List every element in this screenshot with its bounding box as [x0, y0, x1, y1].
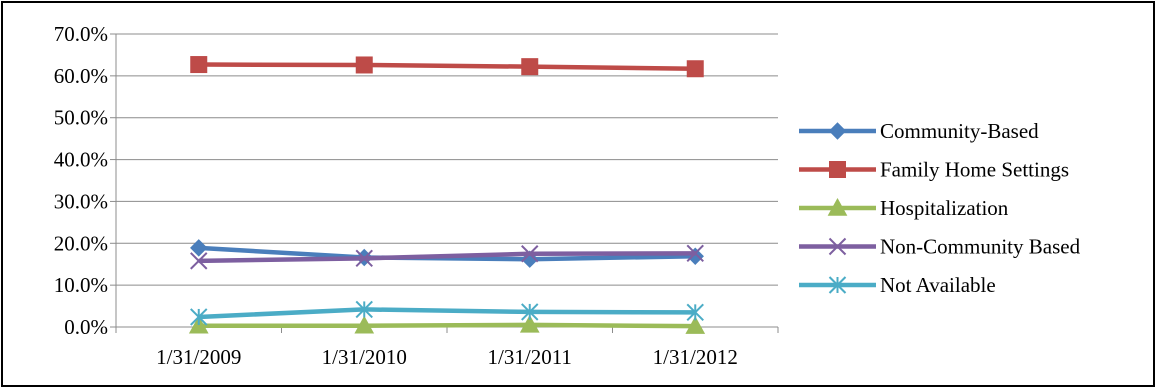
data-point-community-based: [190, 239, 208, 257]
data-point-non-community-based: [686, 244, 704, 263]
legend-marker-non-community-based-stroke: [828, 237, 847, 256]
legend-label-community-based: Community-Based: [880, 119, 1039, 143]
y-tick-label: 40.0%: [54, 148, 108, 172]
legend-item-non-community-based: Non-Community Based: [799, 235, 1081, 259]
data-point-non-community-based-stroke: [686, 244, 704, 263]
data-point-hospitalization: [354, 315, 375, 334]
data-point-non-community-based-stroke: [190, 252, 208, 270]
legend-label-hospitalization: Hospitalization: [880, 196, 1009, 220]
legend-marker-hospitalization: [827, 197, 848, 216]
x-tick-label: 1/31/2009: [156, 345, 241, 369]
series-line-not-available: [198, 307, 696, 320]
series-line-hospitalization: [198, 322, 696, 329]
y-tick-label: 20.0%: [54, 231, 108, 255]
gridlines: [116, 33, 778, 286]
axes: 0.0% 10.0% 20.0% 30.0% 40.0% 50.0% 60.0% 70.0% 1…: [54, 22, 779, 369]
legend-marker-non-community-based: [828, 237, 847, 256]
legend-item-family-home-settings: Family Home Settings: [799, 158, 1069, 182]
legend-marker-not-available: [828, 276, 847, 294]
y-tick-label: 0.0%: [64, 315, 108, 339]
data-point-not-available: [355, 300, 373, 319]
legend: Community-Based Family Home Settings Hospi…: [799, 119, 1081, 297]
data-point-hospitalization: [519, 314, 540, 333]
legend-marker-family-home-settings: [829, 161, 846, 178]
data-point-family-home-settings: [521, 58, 539, 76]
data-point-non-community-based-stroke: [521, 245, 539, 263]
legend-marker-community-based: [828, 122, 847, 140]
data-point-community-based: [686, 247, 704, 265]
legend-item-community-based: Community-Based: [799, 119, 1039, 143]
y-tick-label: 10.0%: [54, 273, 108, 297]
x-tick-label: 1/31/2012: [653, 345, 738, 369]
x-tick-label: 1/31/2011: [488, 345, 572, 369]
legend-label-not-available: Not Available: [880, 273, 996, 297]
series-line-family-home-settings: [198, 62, 696, 71]
data-point-family-home-settings: [355, 56, 373, 74]
data-point-family-home-settings: [190, 56, 208, 74]
legend-label-non-community-based: Non-Community Based: [880, 235, 1081, 259]
legend-item-hospitalization: Hospitalization: [799, 196, 1009, 220]
series-lines: [188, 56, 706, 334]
data-point-non-community-based: [355, 249, 373, 268]
data-point-not-available: [686, 303, 704, 322]
y-tick-label: 50.0%: [54, 106, 108, 130]
y-tick-label: 60.0%: [54, 64, 108, 88]
legend-item-not-available: Not Available: [799, 273, 996, 297]
x-tick-label: 1/31/2010: [322, 345, 407, 369]
data-point-non-community-based: [521, 245, 539, 263]
data-point-not-available: [190, 308, 208, 326]
data-point-non-community-based-stroke: [355, 249, 373, 268]
legend-label-family-home-settings: Family Home Settings: [880, 158, 1069, 182]
data-point-community-based: [521, 250, 539, 268]
data-point-family-home-settings: [686, 60, 704, 78]
y-tick-label: 70.0%: [54, 22, 108, 46]
y-tick-label: 30.0%: [54, 189, 108, 213]
data-point-not-available: [521, 303, 539, 321]
series-line-non-community-based: [198, 251, 696, 264]
series-line-community-based: [198, 245, 696, 262]
data-point-hospitalization: [685, 316, 706, 334]
data-point-non-community-based: [190, 252, 208, 270]
